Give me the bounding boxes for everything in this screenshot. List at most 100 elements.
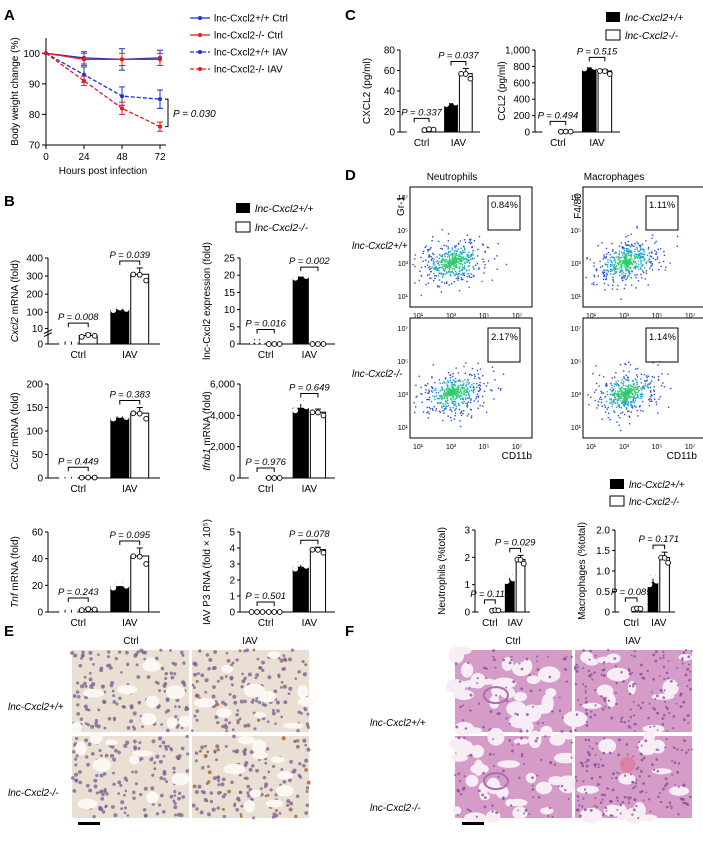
ihc-cell-nucleus bbox=[181, 680, 186, 685]
flow-event-dot bbox=[429, 407, 432, 410]
flow-event-dot bbox=[613, 393, 615, 395]
flow-event-dot bbox=[592, 373, 594, 375]
flow-event-dot bbox=[625, 269, 627, 272]
flow-event-dot bbox=[473, 268, 475, 270]
flow-event-dot bbox=[455, 367, 457, 369]
ihc-cell-nucleus bbox=[195, 679, 199, 684]
he-cell-nucleus bbox=[454, 662, 458, 665]
ihc-cell-nucleus bbox=[304, 758, 309, 763]
flow-event-dot bbox=[624, 266, 626, 268]
he-cell-nucleus bbox=[589, 715, 592, 719]
bar-category-label: Ctrl bbox=[258, 618, 274, 629]
he-cell-nucleus bbox=[611, 777, 613, 780]
flow-event-dot bbox=[606, 264, 609, 266]
ihc-cell-nucleus bbox=[123, 806, 128, 810]
flow-event-dot bbox=[628, 395, 631, 398]
flow-y-tick-label: 10⁵ bbox=[397, 228, 408, 235]
ihc-cell-nucleus bbox=[80, 684, 85, 689]
he-cell-nucleus bbox=[684, 673, 688, 677]
ihc-cell-nucleus bbox=[280, 686, 283, 689]
he-cell-nucleus bbox=[547, 655, 550, 658]
flow-event-dot bbox=[624, 261, 626, 263]
ihc-alveolar-space bbox=[270, 756, 285, 763]
flow-event-dot bbox=[469, 373, 472, 376]
flow-event-dot bbox=[633, 261, 635, 264]
flow-event-dot bbox=[589, 258, 591, 261]
flow-event-dot bbox=[627, 386, 630, 389]
flow-event-dot bbox=[449, 273, 451, 276]
flow-event-dot bbox=[432, 236, 434, 238]
ihc-cell-nucleus bbox=[221, 700, 225, 705]
flow-event-dot bbox=[625, 247, 628, 250]
a-legend-label: lnc-Cxcl2-/- Ctrl bbox=[214, 31, 283, 42]
flow-event-dot bbox=[613, 264, 615, 267]
flow-event-dot bbox=[453, 251, 455, 253]
flow-event-dot bbox=[650, 380, 653, 382]
flow-event-dot bbox=[441, 388, 444, 390]
flow-event-dot bbox=[481, 243, 484, 245]
flow-event-dot bbox=[448, 284, 450, 286]
ihc-cell-nucleus bbox=[261, 668, 265, 672]
flow-event-dot bbox=[601, 418, 603, 420]
flow-event-dot bbox=[465, 270, 468, 272]
flow-event-dot bbox=[600, 401, 603, 404]
bar-data-dot bbox=[276, 475, 283, 481]
flow-event-dot bbox=[624, 263, 627, 266]
flow-event-dot bbox=[623, 264, 626, 266]
flow-event-dot bbox=[445, 392, 447, 395]
flow-event-dot bbox=[462, 384, 465, 386]
a-data-point bbox=[44, 51, 48, 56]
flow-event-dot bbox=[620, 412, 622, 414]
flow-event-dot bbox=[452, 268, 454, 270]
he-cell-nucleus bbox=[518, 776, 521, 780]
flow-event-dot bbox=[631, 392, 634, 395]
bar-y-tick-label: 50 bbox=[32, 450, 44, 461]
flow-event-dot bbox=[620, 269, 623, 272]
flow-event-dot bbox=[620, 265, 622, 267]
flow-event-dot bbox=[653, 390, 656, 392]
flow-event-dot bbox=[440, 396, 442, 398]
flow-event-dot bbox=[618, 387, 621, 390]
bar-category-label: Ctrl bbox=[414, 138, 430, 149]
flow-event-dot bbox=[617, 392, 620, 394]
flow-event-dot bbox=[440, 266, 442, 269]
flow-event-dot bbox=[640, 373, 643, 375]
ihc-cell-nucleus bbox=[142, 808, 147, 812]
bar-data-dot bbox=[136, 410, 143, 417]
bar-data-dot bbox=[303, 563, 310, 569]
flow-event-dot bbox=[442, 265, 445, 267]
he-cell-nucleus bbox=[485, 677, 488, 680]
ihc-cell-nucleus bbox=[193, 714, 197, 718]
flow-event-dot bbox=[629, 267, 631, 270]
flow-event-dot bbox=[454, 377, 457, 380]
flow-event-dot bbox=[454, 414, 456, 417]
he-cell-nucleus bbox=[650, 691, 653, 694]
flow-event-dot bbox=[634, 388, 636, 390]
flow-event-dot bbox=[448, 261, 450, 264]
flow-event-dot bbox=[468, 394, 470, 396]
bar-pvalue: P = 0.449 bbox=[58, 456, 99, 467]
histology-images bbox=[70, 646, 693, 825]
he-cell-nucleus bbox=[653, 768, 656, 772]
flow-event-dot bbox=[630, 256, 632, 258]
flow-event-dot bbox=[614, 402, 617, 405]
flow-event-dot bbox=[624, 400, 626, 402]
flow-event-dot bbox=[633, 254, 635, 257]
flow-event-dot bbox=[631, 263, 633, 265]
flow-event-dot bbox=[430, 270, 432, 273]
flow-event-dot bbox=[612, 400, 615, 402]
he-alveolar-space bbox=[540, 807, 554, 815]
flow-event-dot bbox=[463, 272, 466, 274]
flow-event-dot bbox=[657, 412, 659, 414]
flow-event-dot bbox=[649, 255, 651, 257]
flow-event-dot bbox=[460, 411, 463, 413]
flow-event-dot bbox=[452, 272, 455, 274]
flow-event-dot bbox=[615, 256, 617, 259]
flow-event-dot bbox=[421, 393, 423, 395]
flow-event-dot bbox=[634, 378, 636, 380]
flow-event-dot bbox=[638, 268, 640, 270]
he-cell-nucleus bbox=[604, 806, 608, 810]
he-cell-nucleus bbox=[585, 712, 589, 716]
he-cell-nucleus bbox=[642, 782, 645, 785]
